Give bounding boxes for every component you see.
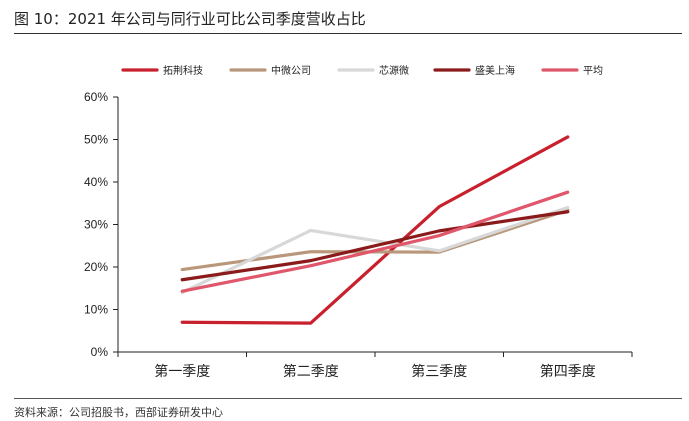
figure-title: 图 10：2021 年公司与同行业可比公司季度营收占比: [14, 10, 366, 28]
series-line: [180, 190, 570, 293]
y-tick-label: 0%: [91, 345, 109, 359]
y-tick-label: 30%: [84, 218, 108, 232]
series-line: [180, 135, 570, 325]
y-tick-label: 50%: [84, 133, 108, 147]
line-chart: 拓荆科技 中微公司 芯源微 盛美上海 平均 0% 10% 20% 30% 40% 50% 60% 第一…: [84, 64, 633, 380]
y-tick-label: 40%: [84, 175, 108, 189]
legend-label: 平均: [583, 65, 603, 77]
top-divider: [14, 33, 682, 34]
x-tick-label: 第四季度: [540, 363, 596, 380]
legend-label: 中微公司: [271, 64, 311, 77]
y-tick-label: 10%: [84, 303, 108, 317]
legend-label: 拓荆科技: [163, 64, 203, 77]
chart-axes: 0% 10% 20% 30% 40% 50% 60% 第一季度 第二季度 第三季度 第四季度: [84, 90, 633, 380]
chart-series: [180, 135, 570, 325]
x-tick-label: 第一季度: [154, 363, 210, 380]
bottom-divider: [14, 398, 682, 399]
x-tick-label: 第二季度: [283, 363, 339, 380]
chart-legend: 拓荆科技 中微公司 芯源微 盛美上海 平均: [121, 64, 603, 77]
y-tick-label: 60%: [84, 90, 108, 104]
y-tick-label: 20%: [84, 260, 108, 274]
x-tick-label: 第三季度: [411, 363, 467, 380]
series-line: [180, 205, 570, 295]
legend-label: 盛美上海: [475, 64, 515, 77]
legend-label: 芯源微: [379, 64, 409, 77]
source-note: 资料来源：公司招股书，西部证券研发中心: [14, 406, 223, 419]
series-line: [180, 210, 570, 282]
